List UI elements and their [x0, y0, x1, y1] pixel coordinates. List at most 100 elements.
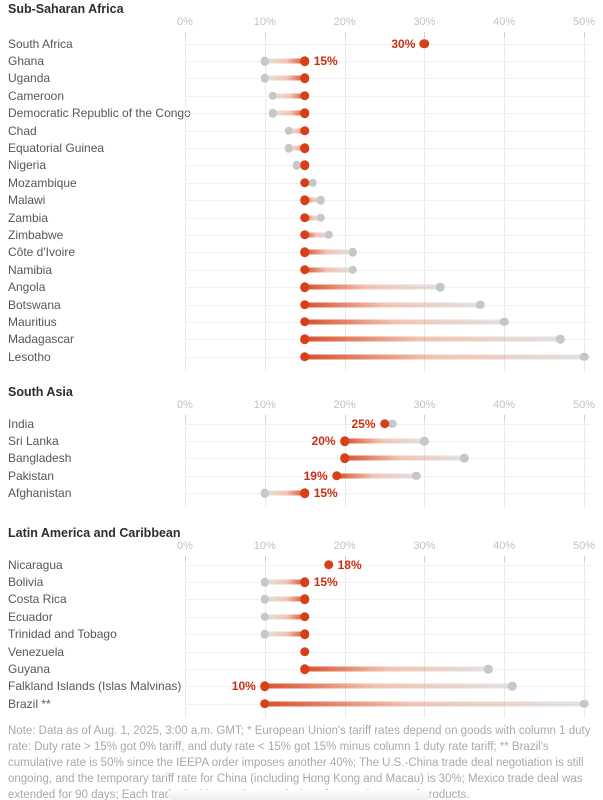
- previous-rate-dot: [460, 454, 469, 463]
- new-rate-dot: [299, 594, 310, 605]
- country-label: Namibia: [8, 262, 53, 277]
- chart-row: Uganda: [0, 70, 603, 87]
- country-label: Zambia: [8, 210, 49, 225]
- axis-tick-mark: [584, 32, 585, 38]
- new-rate-dot: [299, 212, 310, 223]
- chart-row: Angola: [0, 278, 603, 295]
- rate-annotation: 18%: [337, 557, 362, 572]
- previous-rate-dot: [292, 161, 301, 170]
- section-title: Latin America and Caribbean: [8, 526, 181, 540]
- x-axis-tick-label: 0%: [177, 540, 193, 552]
- chart-row: Brazil **: [0, 695, 603, 712]
- rate-annotation: 10%: [231, 679, 256, 694]
- dumbbell-connector: [272, 110, 305, 116]
- axis-tick-mark: [185, 32, 186, 38]
- horizontal-scrollbar-thumb[interactable]: [167, 790, 430, 800]
- new-rate-dot: [299, 125, 310, 136]
- previous-rate-dot: [260, 612, 270, 622]
- dumbbell-connector: [304, 284, 441, 290]
- dumbbell-connector: [264, 596, 305, 602]
- previous-rate-dot: [268, 109, 278, 118]
- rate-annotation: 19%: [303, 468, 328, 483]
- chart-row: Falkland Islands (Islas Malvinas) 10%: [0, 678, 603, 695]
- grid: [0, 32, 603, 371]
- previous-rate-dot: [260, 577, 270, 587]
- previous-rate-dot: [316, 195, 325, 205]
- row-guide-line: [185, 182, 591, 184]
- new-rate-dot: [299, 299, 310, 310]
- x-axis-tick-label: 50%: [572, 399, 596, 411]
- previous-rate-dot: [499, 317, 509, 327]
- country-label: Mauritius: [8, 314, 57, 329]
- chart-row: Guyana: [0, 660, 603, 677]
- new-rate-dot: [299, 612, 310, 622]
- new-rate-dot: [299, 351, 310, 362]
- chart-row: Trinidad and Tobago: [0, 626, 603, 643]
- x-axis-tick-label: 40%: [493, 399, 516, 411]
- new-rate-dot: [260, 681, 270, 692]
- previous-rate-dot: [268, 91, 278, 101]
- dumbbell-connector: [288, 145, 305, 151]
- previous-rate-dot: [260, 595, 270, 604]
- axis-tick-mark: [504, 556, 506, 562]
- chart-row: Malawi: [0, 192, 603, 209]
- chart-row: Botswana: [0, 296, 603, 313]
- new-rate-dot: [379, 418, 390, 429]
- row-guide-line: [185, 252, 591, 254]
- previous-rate-dot: [348, 248, 357, 257]
- new-rate-dot: [299, 56, 310, 66]
- new-rate-dot: [299, 73, 310, 84]
- chart-row: Venezuela: [0, 643, 603, 660]
- axis-tick-mark: [185, 556, 186, 562]
- axis-tick-mark: [504, 32, 506, 38]
- previous-rate-dot: [412, 471, 421, 481]
- country-label: Afghanistan: [8, 486, 72, 501]
- country-label: Trinidad and Tobago: [8, 627, 117, 642]
- chart-row: Democratic Republic of the Congo: [0, 105, 603, 122]
- chart-row: Costa Rica: [0, 591, 603, 608]
- chart-row: Côte d'Ivoire: [0, 244, 603, 261]
- new-rate-dot: [331, 471, 342, 481]
- country-label: Mozambique: [8, 175, 77, 190]
- new-rate-dot: [299, 577, 310, 587]
- x-axis-tick-label: 30%: [413, 399, 436, 411]
- axis-tick-mark: [584, 415, 585, 421]
- axis-tick-mark: [584, 556, 585, 562]
- gridline: [584, 32, 585, 371]
- new-rate-dot: [299, 178, 310, 188]
- axis-tick-mark: [264, 556, 266, 562]
- chart-row: Cameroon: [0, 87, 603, 104]
- x-axis-tick-label: 50%: [572, 16, 596, 28]
- chart-row: Bolivia 15%: [0, 573, 603, 590]
- row-guide-line: [185, 130, 591, 132]
- previous-rate-dot: [260, 56, 270, 66]
- country-label: Brazil **: [8, 696, 51, 711]
- country-label: Nigeria: [8, 158, 47, 173]
- section-title: Sub-Saharan Africa: [8, 2, 124, 16]
- country-label: Ecuador: [8, 609, 53, 624]
- new-rate-dot: [260, 699, 270, 709]
- country-label: Nicaragua: [8, 557, 63, 572]
- dumbbell-connector: [264, 75, 305, 81]
- country-label: Democratic Republic of the Congo: [8, 106, 191, 121]
- row-guide-line: [185, 113, 591, 115]
- new-rate-dot: [299, 317, 310, 327]
- new-rate-dot: [299, 664, 310, 674]
- gridline: [584, 415, 585, 507]
- new-rate-dot: [299, 91, 310, 101]
- previous-rate-dot: [284, 126, 293, 135]
- chart-row: Ghana 15%: [0, 52, 603, 69]
- dumbbell-connector: [264, 701, 584, 707]
- previous-rate-dot: [476, 300, 485, 309]
- row-guide-line: [185, 564, 591, 566]
- chart-row: Namibia: [0, 261, 603, 278]
- new-rate-dot: [299, 646, 310, 657]
- x-axis: 0% 10% 20% 30% 40% 50%: [0, 16, 603, 30]
- x-axis-tick-label: 20%: [333, 399, 356, 411]
- chart-row: Pakistan 19%: [0, 467, 603, 484]
- axis-tick-mark: [344, 415, 346, 421]
- chart-row: Nicaragua 18%: [0, 556, 603, 573]
- chart-row: Afghanistan 15%: [0, 485, 603, 502]
- new-rate-dot: [339, 453, 350, 464]
- x-axis-tick-label: 40%: [493, 16, 516, 28]
